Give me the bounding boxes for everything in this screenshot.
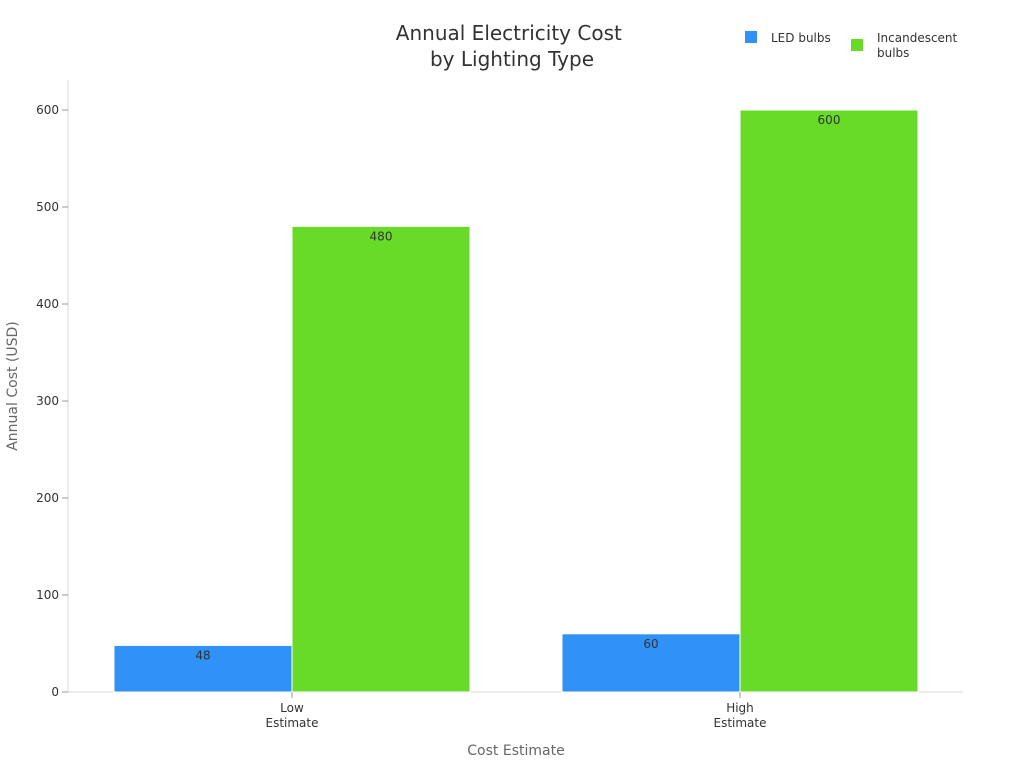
legend-label-led: LED bulbs [771,31,831,45]
x-tick-label-line: Estimate [265,716,318,730]
legend-label-incandescent-line-1: Incandescent [877,31,958,45]
legend: LED bulbs Incandescent bulbs [745,31,961,60]
y-axis-ticks: 0 100 200 300 400 500 600 [36,103,68,699]
chart-title-line-2: by Lighting Type [430,47,594,71]
data-labels: 48 60 480 600 [195,113,840,662]
legend-label-incandescent-line-2: bulbs [877,46,909,60]
chart-title: Annual Electricity Cost by Lighting Type [396,21,628,71]
data-label-incandescent-0: 480 [370,229,393,243]
y-tick-label: 500 [36,200,59,214]
data-label-led-0: 48 [195,648,210,662]
y-tick-label: 200 [36,491,59,505]
x-axis-title: Cost Estimate [467,743,564,759]
data-label-led-1: 60 [643,637,658,651]
x-tick-label-line: High [726,701,754,715]
x-tick-label-line: Estimate [713,716,766,730]
x-tick-label-line: Low [280,701,304,715]
bars [113,109,919,693]
bar-led-1 [561,633,741,693]
y-tick-label: 0 [51,685,59,699]
data-label-incandescent-1: 600 [818,113,841,127]
x-tick-label: High Estimate [713,701,766,730]
y-tick-label: 600 [36,103,59,117]
chart-title-line-1: Annual Electricity Cost [396,21,622,45]
bar-incandescent-0 [291,225,471,693]
x-tick-label: Low Estimate [265,701,318,730]
bar-incandescent-1 [739,109,919,693]
y-tick-label: 100 [36,588,59,602]
legend-swatch-led [745,31,757,43]
legend-label-incandescent: Incandescent bulbs [877,31,961,60]
y-axis-title: Annual Cost (USD) [5,321,21,451]
legend-swatch-incandescent [851,39,863,51]
y-tick-label: 300 [36,394,59,408]
y-tick-label: 400 [36,297,59,311]
